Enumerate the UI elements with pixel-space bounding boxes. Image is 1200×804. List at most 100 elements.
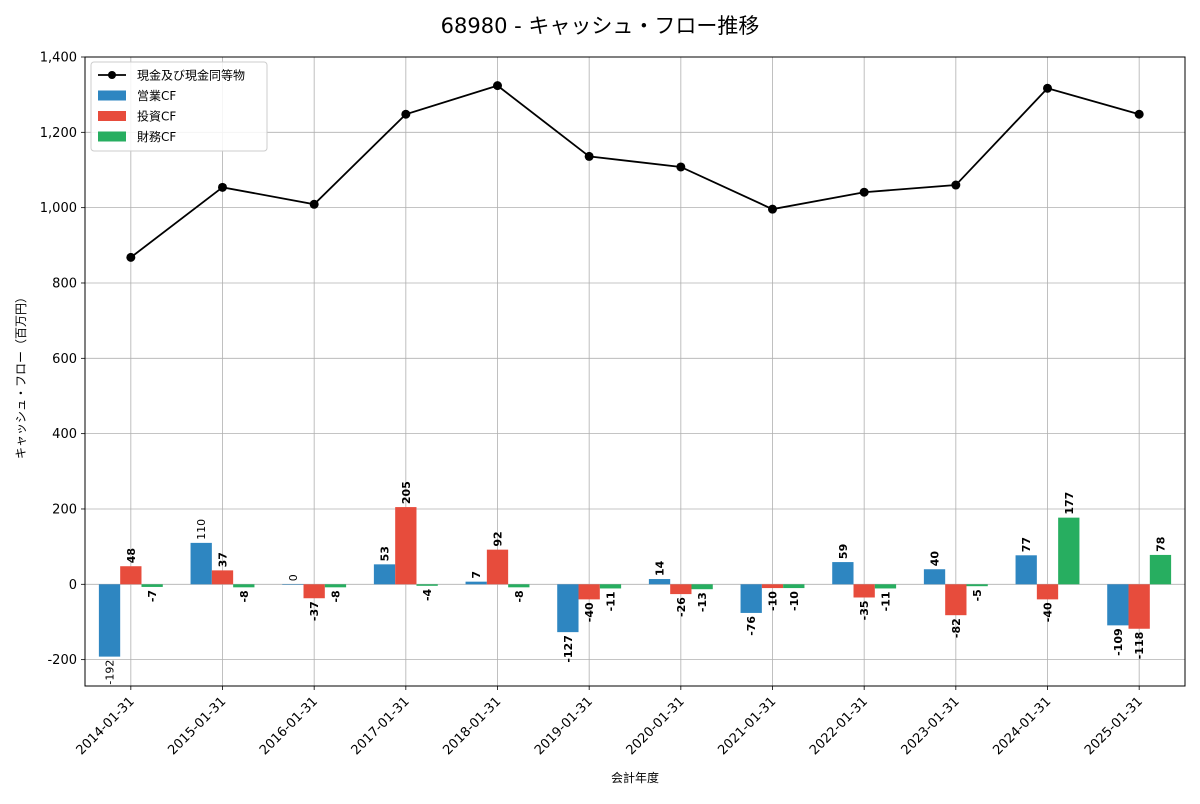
y-tick-label: 200	[52, 502, 77, 517]
bar-投資CF	[670, 584, 692, 595]
legend-label: 営業CF	[137, 89, 176, 103]
bar-value-label: 92	[492, 531, 505, 546]
bar-value-label: -8	[329, 590, 342, 602]
x-tick-label: 2025-01-31	[1082, 694, 1146, 758]
cash-point	[584, 151, 594, 161]
bar-営業CF	[832, 562, 854, 585]
bar-value-label: -8	[513, 590, 526, 602]
cash-line	[130, 84, 1140, 259]
bar-投資CF	[120, 566, 142, 585]
x-tick-label: 2024-01-31	[990, 694, 1054, 758]
bar-value-label: -40	[1042, 602, 1055, 622]
bar-value-label: 177	[1063, 492, 1076, 515]
bar-財務CF	[874, 584, 897, 589]
y-tick-label: 1,400	[40, 51, 77, 66]
bar-営業CF	[740, 584, 762, 613]
cash-point	[1043, 83, 1052, 93]
bar-投資CF	[761, 584, 784, 589]
bars-layer	[98, 507, 1172, 657]
bar-value-label: 40	[929, 551, 942, 567]
x-tick-label: 2016-01-31	[257, 694, 321, 758]
axis-layer: -20002004006008001,0001,2001,4002014-01-…	[40, 51, 1186, 758]
bar-投資CF	[578, 584, 600, 600]
bar-value-label: -4	[421, 588, 434, 601]
y-tick-label: 1,000	[40, 201, 77, 216]
x-axis-label: 会計年度	[611, 770, 659, 785]
x-tick-label: 2021-01-31	[715, 694, 779, 758]
bar-財務CF	[233, 584, 255, 588]
bar-value-label: 205	[400, 481, 413, 504]
chart-title: 68980 - キャッシュ・フロー推移	[441, 14, 760, 38]
x-tick-label: 2023-01-31	[899, 694, 963, 758]
cash-point	[859, 187, 869, 197]
bar-value-label: -11	[879, 591, 892, 611]
cash-point	[218, 182, 227, 192]
bar-財務CF	[599, 584, 622, 589]
bar-value-label: 48	[125, 548, 138, 563]
bar-財務CF	[966, 584, 988, 587]
cash-point	[309, 199, 319, 209]
bar-value-label: -10	[767, 591, 780, 611]
bar-value-label: -7	[146, 590, 159, 602]
bar-財務CF	[508, 584, 530, 588]
bar-value-label: -109	[1112, 628, 1125, 656]
bar-投資CF	[211, 570, 234, 585]
legend-swatch	[98, 111, 126, 121]
bar-value-label: -5	[971, 589, 984, 601]
bar-営業CF	[465, 581, 487, 585]
bar-投資CF	[1128, 584, 1150, 629]
y-tick-label: 1,200	[40, 126, 77, 141]
bar-value-label: 53	[379, 546, 392, 561]
bar-value-label: -11	[604, 591, 617, 611]
bar-営業CF	[98, 584, 121, 657]
bar-営業CF	[1015, 555, 1037, 585]
bar-value-label: 59	[837, 544, 850, 559]
x-tick-label: 2019-01-31	[532, 694, 596, 758]
bar-value-label: 77	[1020, 537, 1033, 552]
bar-value-label: -26	[675, 597, 688, 617]
legend-label: 投資CF	[137, 109, 176, 124]
x-tick-label: 2018-01-31	[440, 694, 504, 758]
legend-swatch	[98, 90, 126, 101]
x-tick-label: 2017-01-31	[349, 694, 413, 758]
cash-point	[1134, 109, 1144, 119]
x-tick-label: 2022-01-31	[807, 694, 871, 758]
bar-value-label: -40	[583, 602, 596, 622]
bar-営業CF	[282, 584, 304, 585]
bar-投資CF	[395, 507, 417, 585]
cash-point	[676, 162, 686, 172]
x-tick-label: 2014-01-31	[74, 694, 138, 758]
legend-swatch	[98, 131, 126, 142]
legend-label: 現金及び現金同等物	[137, 68, 245, 83]
bar-財務CF	[324, 584, 347, 588]
cash-point	[493, 81, 502, 91]
x-tick-label: 2020-01-31	[624, 694, 688, 758]
bar-value-label: 14	[654, 560, 667, 576]
bar-財務CF	[783, 584, 805, 589]
y-tick-label: 400	[52, 427, 77, 442]
bar-value-label: -192	[104, 660, 117, 685]
legend-label: 財務CF	[137, 129, 176, 144]
bar-営業CF	[373, 564, 396, 585]
bar-財務CF	[1058, 517, 1080, 585]
bar-value-label: -118	[1133, 632, 1146, 660]
cash-point	[126, 252, 136, 262]
bar-営業CF	[1107, 584, 1129, 626]
bar-value-label: -13	[696, 592, 709, 612]
bar-value-label: 78	[1154, 537, 1167, 552]
bar-value-label: -35	[858, 600, 871, 620]
bar-value-label: -8	[238, 590, 251, 602]
bar-財務CF	[691, 584, 713, 590]
bar-財務CF	[141, 584, 163, 587]
cash-point	[768, 204, 777, 214]
bar-投資CF	[303, 584, 325, 599]
y-tick-label: 0	[69, 578, 77, 593]
y-tick-label: 600	[52, 352, 77, 367]
bar-value-label: 37	[217, 552, 230, 567]
legend-box	[90, 61, 268, 152]
bar-財務CF	[416, 584, 438, 586]
bar-value-label: -37	[308, 601, 321, 621]
